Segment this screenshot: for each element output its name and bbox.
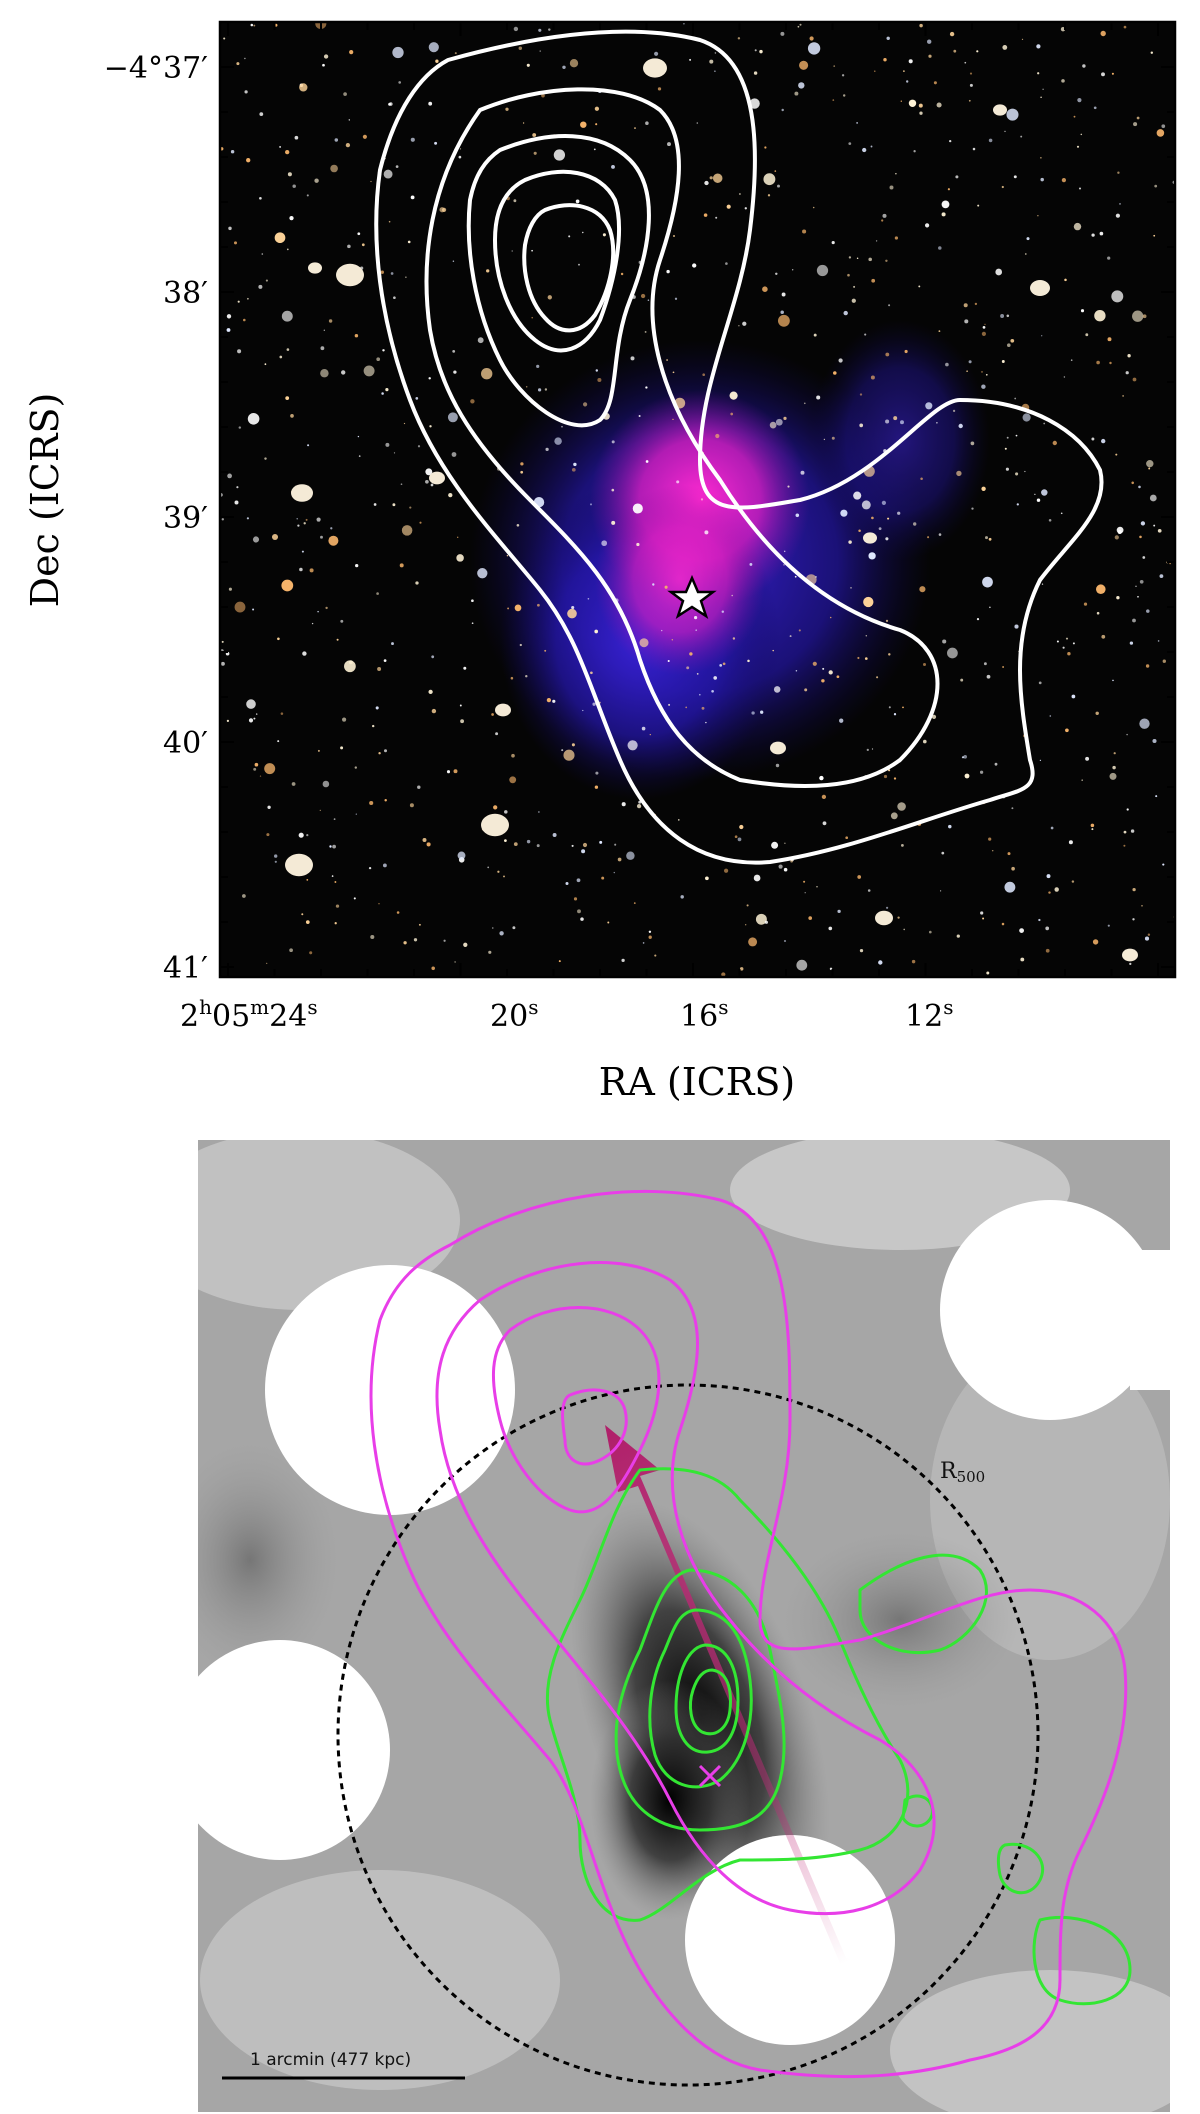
white-contours <box>374 29 1104 865</box>
y-tick-label: 40′ <box>163 726 208 761</box>
top-minor-ticks <box>220 22 1175 977</box>
x-tick-label: 2h05m24s <box>180 995 318 1034</box>
y-tick-label: 41′ <box>163 951 208 986</box>
x-tick-label: 20s <box>490 995 538 1034</box>
top-axes-frame <box>218 20 1177 979</box>
optical-image <box>220 22 1175 977</box>
x-tick-labels: 2h05m24s 20s 16s 12s <box>180 995 953 1034</box>
scale-bar-label: 1 arcmin (477 kpc) <box>250 2050 411 2070</box>
green-contours <box>545 1467 1132 2006</box>
top-panel: −4°37′ 38′ 39′ 40′ 41′ 2h05m24s 20s 16s … <box>23 20 1177 1104</box>
y-tick-label: −4°37′ <box>104 51 208 86</box>
direction-arrow <box>605 1425 862 1968</box>
y-tick-label: 38′ <box>163 276 208 311</box>
x-tick-label: 12s <box>905 995 953 1034</box>
magenta-contours <box>369 1189 1128 2079</box>
r500-circle <box>336 1383 1040 2087</box>
star-icon <box>667 574 717 619</box>
x-axis-label: RA (ICRS) <box>599 1060 796 1104</box>
y-axis-label: Dec (ICRS) <box>23 393 67 608</box>
scale-bar: 1 arcmin (477 kpc) <box>222 2050 465 2080</box>
center-marker <box>698 1764 722 1788</box>
y-tick-label: 39′ <box>163 501 208 536</box>
r500-label: R500 <box>940 1459 985 1486</box>
star-field <box>220 22 1175 977</box>
masked-regions <box>198 1200 1170 2045</box>
bottom-panel: R500 1 arcmin (477 kpc) <box>198 1140 1170 2112</box>
star-marker <box>667 574 717 619</box>
x-icon <box>698 1764 722 1788</box>
lensing-map <box>198 1140 1170 2112</box>
x-tick-label: 16s <box>680 995 728 1034</box>
y-tick-labels: −4°37′ 38′ 39′ 40′ 41′ <box>104 51 208 986</box>
